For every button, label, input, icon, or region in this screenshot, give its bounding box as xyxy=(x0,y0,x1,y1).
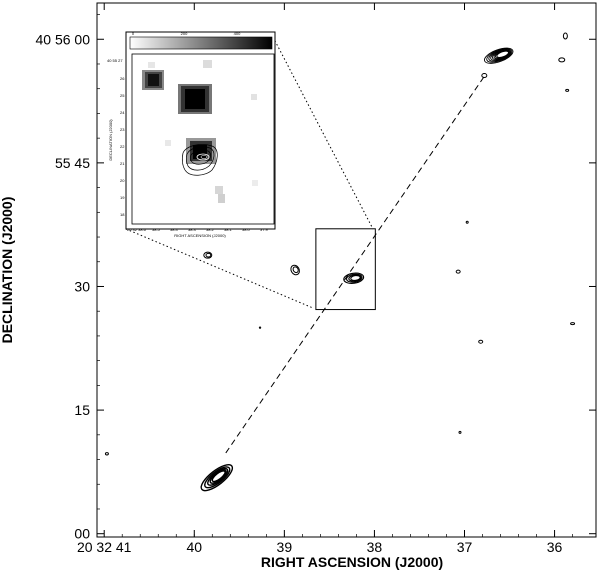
source-south-lobe xyxy=(200,464,234,492)
contour-level xyxy=(348,274,362,282)
source-east-knot xyxy=(203,251,213,259)
field-contour xyxy=(565,88,570,92)
inset-x-tick-2: 38.5 xyxy=(152,227,161,232)
inset-x-tick-5: 38.2 xyxy=(206,227,215,232)
y-tick-label: 55 45 xyxy=(55,155,90,171)
contour-level xyxy=(488,48,512,62)
x-tick-label: 37 xyxy=(457,539,473,555)
colorbar-tick-0: 0 xyxy=(132,31,135,36)
y-tick-label: 00 xyxy=(74,526,90,542)
field-contour xyxy=(478,339,484,344)
field-contour xyxy=(570,322,576,326)
source-west-knot xyxy=(290,264,300,276)
inset-colorbar xyxy=(129,36,273,50)
field-contour xyxy=(258,326,262,329)
inset-y-tick-9: 18 xyxy=(120,212,125,217)
x-tick-label: 20 32 41 xyxy=(77,539,132,555)
inset-y-tick-7: 20 xyxy=(120,178,125,183)
contour-sources xyxy=(104,32,576,492)
contour-level xyxy=(486,48,513,63)
plot-frame xyxy=(96,2,597,538)
inset-blob-2 xyxy=(178,84,212,114)
inset-y-tick-3: 24 xyxy=(120,110,125,115)
contour-level xyxy=(207,467,229,486)
contour-level xyxy=(204,466,231,489)
inset-y-tick-8: 19 xyxy=(120,195,125,200)
field-contour xyxy=(481,73,488,79)
field-contour xyxy=(562,32,568,40)
inset-y-axis-title: DECLINATION (J2000) xyxy=(108,119,113,161)
inset-x-tick-6: 38.1 xyxy=(224,227,233,232)
y-tick-label: 30 xyxy=(74,278,90,294)
connector-top xyxy=(272,36,374,230)
inset-y-tick-1: 26 xyxy=(120,76,125,81)
inset-x-tick-4: 38.3 xyxy=(188,227,197,232)
inset-blob-1 xyxy=(142,70,164,90)
x-tick-label: 40 xyxy=(186,539,202,555)
inset-y-tick-5: 22 xyxy=(120,144,125,149)
y-tick-label: 15 xyxy=(74,402,90,418)
inset-y-top-label: 40 55 27 xyxy=(107,58,123,63)
inset-x-axis-title: RIGHT ASCENSION (J2000) xyxy=(174,233,226,238)
contour-level xyxy=(211,470,226,483)
inset-y-tick-2: 25 xyxy=(120,93,125,98)
contour-level xyxy=(203,251,213,259)
contour-level xyxy=(200,464,234,492)
inset-x-tick-7: 38.0 xyxy=(242,227,251,232)
contour-level xyxy=(290,264,300,276)
contour-level xyxy=(343,272,365,284)
inset-panel: 0 200 400 xyxy=(107,31,276,238)
inset-contours xyxy=(182,144,218,176)
colorbar-tick-200: 200 xyxy=(181,31,188,36)
colorbar-tick-400: 400 xyxy=(234,31,241,36)
y-ticks: 40 56 00 55 45 30 15 00 xyxy=(36,14,596,542)
contour-level xyxy=(350,274,361,281)
contour-level xyxy=(490,49,511,61)
y-axis-title: DECLINATION (J2000) xyxy=(0,197,15,344)
field-contour xyxy=(465,220,469,224)
contour-level xyxy=(346,273,363,283)
x-axis-title: RIGHT ASCENSION (J2000) xyxy=(261,554,443,570)
connector-bottom xyxy=(125,228,314,309)
source-north-lobe xyxy=(484,47,514,64)
field-contour xyxy=(558,57,566,63)
jet-axis-line xyxy=(225,76,485,454)
field-contour xyxy=(455,269,461,274)
inset-x-tick-1: 20 32 38.6 xyxy=(127,227,147,232)
x-tick-label: 38 xyxy=(367,539,383,555)
x-ticks: 20 32 41 40 39 38 37 36 xyxy=(77,3,573,555)
field-contour xyxy=(458,430,462,434)
x-tick-label: 36 xyxy=(547,539,563,555)
field-contour xyxy=(104,452,109,456)
contour-level xyxy=(292,266,299,274)
inset-x-tick-3: 38.4 xyxy=(170,227,179,232)
source-core xyxy=(343,272,365,284)
zoom-box xyxy=(315,228,376,311)
inset-y-tick-4: 23 xyxy=(120,127,125,132)
contour-level xyxy=(205,252,212,258)
x-tick-label: 39 xyxy=(277,539,293,555)
contour-level xyxy=(496,50,509,58)
contour-level xyxy=(484,47,514,64)
inset-y-tick-6: 21 xyxy=(120,161,125,166)
y-tick-label: 40 56 00 xyxy=(36,31,91,47)
contour-level xyxy=(209,469,227,484)
inset-x-tick-8: 37.9 xyxy=(260,227,269,232)
